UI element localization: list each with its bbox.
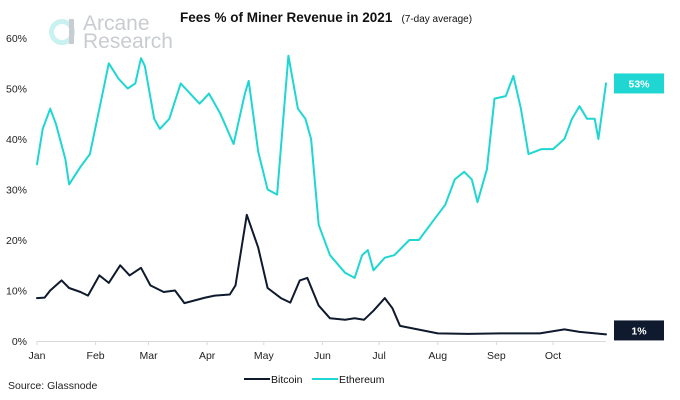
end-label-badge-ethereum bbox=[614, 73, 664, 94]
series-group bbox=[36, 54, 607, 336]
x-tick-label: Mar bbox=[139, 350, 158, 362]
y-tick-label: 40% bbox=[6, 134, 27, 146]
chart-title-group: Fees % of Miner Revenue in 2021 (7-day a… bbox=[180, 7, 472, 26]
chart-subtitle: (7-day average) bbox=[401, 14, 472, 25]
y-axis: 0% 10% 20% 30% 40% 50% 60% bbox=[6, 33, 27, 348]
y-tick-label: 30% bbox=[6, 185, 27, 197]
x-axis: Jan Feb Mar Apr May Jun Jul Aug Sep Oct bbox=[29, 341, 606, 362]
y-tick-label: 20% bbox=[6, 235, 27, 247]
y-tick-label: 0% bbox=[12, 336, 27, 348]
logo-line-1: Arcane bbox=[83, 12, 150, 35]
x-tick-label: Jan bbox=[29, 350, 46, 362]
y-tick-label: 60% bbox=[6, 33, 27, 45]
chart-title: Fees % of Miner Revenue in 2021 bbox=[180, 10, 393, 25]
source-note: Source: Glassnode bbox=[8, 380, 97, 392]
x-tick-label: Apr bbox=[199, 350, 216, 362]
series-line-ethereum bbox=[36, 54, 607, 279]
end-label-text-bitcoin: 1% bbox=[631, 325, 647, 337]
logo-line-2: Research bbox=[83, 30, 173, 53]
legend-bitcoin-label: Bitcoin bbox=[271, 374, 303, 386]
legend: Bitcoin Ethereum bbox=[244, 374, 385, 386]
x-tick-label: May bbox=[254, 350, 275, 362]
arcane-logo: Arcane Research bbox=[49, 12, 173, 53]
series-line-bitcoin bbox=[36, 213, 607, 336]
y-tick-label: 50% bbox=[6, 84, 27, 96]
end-label-badge-bitcoin bbox=[614, 320, 664, 341]
x-tick-label: Feb bbox=[87, 350, 105, 362]
end-labels: 1% 53% bbox=[614, 73, 664, 341]
y-tick-label: 10% bbox=[6, 286, 27, 298]
end-label-text-ethereum: 53% bbox=[628, 78, 650, 90]
x-tick-label: Jun bbox=[314, 350, 331, 362]
x-tick-label: Oct bbox=[545, 350, 561, 362]
logo-bar-icon bbox=[69, 19, 74, 44]
x-tick-label: Jul bbox=[372, 350, 385, 362]
x-tick-label: Sep bbox=[487, 350, 506, 362]
legend-ethereum-label: Ethereum bbox=[339, 374, 385, 386]
x-tick-label: Aug bbox=[428, 350, 447, 362]
